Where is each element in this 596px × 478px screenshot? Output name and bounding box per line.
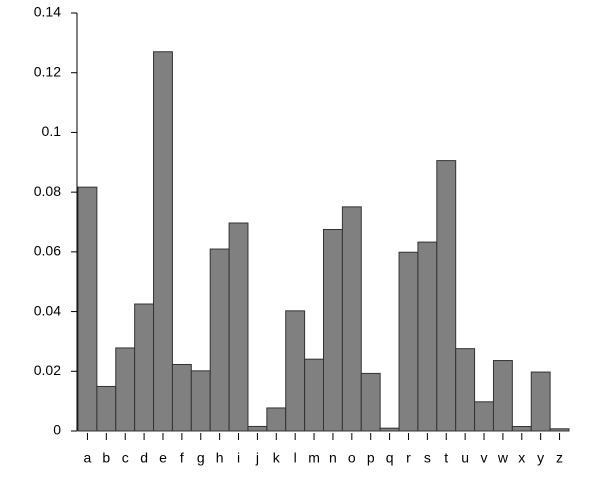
x-tick-label: r — [406, 450, 411, 466]
x-tick-label: e — [159, 450, 167, 466]
x-tick-label: d — [140, 450, 148, 466]
x-tick-label: a — [84, 450, 92, 466]
y-tick-label: 0.12 — [34, 63, 61, 79]
x-tick-label: z — [556, 450, 563, 466]
bar — [492, 360, 513, 432]
x-tick-label: v — [481, 450, 488, 466]
bar — [474, 401, 494, 432]
bar — [455, 348, 476, 432]
x-tick-label: g — [197, 450, 205, 466]
y-tick-label: 0.14 — [34, 4, 61, 20]
y-tick-label: 0.02 — [34, 362, 61, 378]
x-tick-label: t — [444, 450, 448, 466]
bar — [436, 160, 457, 432]
x-tick-label: x — [518, 450, 525, 466]
bar — [285, 310, 306, 432]
x-tick-label: p — [367, 450, 375, 466]
x-tick-label: s — [424, 450, 431, 466]
y-tick-label: 0.06 — [34, 243, 61, 259]
y-tick-label: 0 — [53, 422, 61, 438]
x-tick-label: y — [537, 450, 544, 466]
bar — [379, 427, 400, 432]
x-tick-label: l — [294, 450, 297, 466]
x-tick-label: w — [497, 450, 509, 466]
bar — [266, 407, 287, 432]
x-tick-label: n — [329, 450, 337, 466]
x-tick-label: f — [180, 450, 184, 466]
x-tick-label: k — [273, 450, 281, 466]
bar — [171, 363, 192, 432]
bar — [304, 358, 325, 432]
bar — [96, 385, 117, 432]
x-tick-label: h — [216, 450, 224, 466]
bar — [209, 248, 230, 432]
bar — [398, 251, 419, 432]
bar — [341, 206, 362, 432]
bar — [417, 241, 438, 432]
x-tick-label: m — [308, 450, 320, 466]
bar — [77, 186, 98, 432]
bar — [115, 347, 136, 432]
x-tick-label: j — [255, 450, 259, 466]
x-tick-label: q — [386, 450, 394, 466]
y-tick-label: 0.04 — [34, 302, 61, 318]
x-tick-label: b — [102, 450, 110, 466]
bar — [511, 426, 532, 432]
bar — [153, 51, 173, 432]
bar — [323, 228, 343, 432]
y-tick-label: 0.08 — [34, 183, 61, 199]
bar — [530, 371, 551, 432]
x-tick-label: o — [348, 450, 356, 466]
x-tick-label: u — [461, 450, 469, 466]
bar — [134, 303, 155, 432]
bar — [247, 425, 268, 432]
bar — [228, 222, 249, 432]
bar — [190, 370, 211, 432]
x-tick-label: i — [237, 450, 240, 466]
y-tick-label: 0.1 — [42, 123, 62, 139]
bar — [549, 428, 570, 432]
bar — [360, 372, 381, 432]
x-tick-label: c — [122, 450, 129, 466]
